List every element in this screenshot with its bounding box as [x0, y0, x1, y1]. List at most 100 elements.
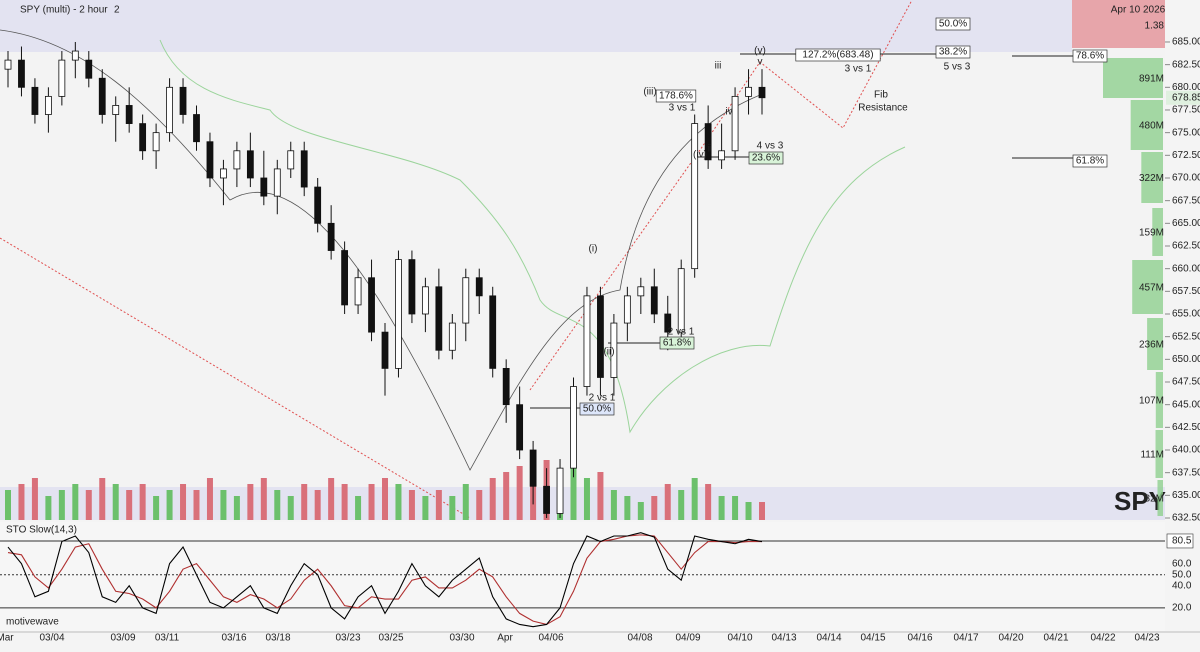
- x-tick-label: 04/13: [771, 633, 796, 644]
- x-tick-label: 03/23: [335, 633, 360, 644]
- y-tick-label: 672.50: [1172, 150, 1200, 161]
- candle-body: [502, 367, 510, 406]
- candle-body: [650, 286, 658, 315]
- x-tick-label: 03/04: [39, 633, 64, 644]
- volume-profile-label: 891M: [1139, 74, 1164, 85]
- y-tick-label: 670.00: [1172, 173, 1200, 184]
- volume-bar: [462, 484, 469, 520]
- candle-body: [381, 331, 389, 369]
- annotation-box: [935, 45, 971, 59]
- volume-bar: [314, 490, 321, 520]
- annotation: 50.0%: [939, 19, 967, 30]
- y-tick-label: 642.50: [1172, 422, 1200, 433]
- x-tick-label: 04/10: [727, 633, 752, 644]
- volume-profile-bar: [1147, 318, 1163, 370]
- x-tick-label: 03/11: [155, 633, 180, 644]
- candle-body: [354, 277, 362, 306]
- annotation: 38.2%: [939, 47, 967, 58]
- y-tick-label: 650.00: [1172, 354, 1200, 365]
- volume-bar: [759, 502, 765, 520]
- candle-body: [71, 50, 79, 61]
- x-tick-label: 04/23: [1134, 633, 1159, 644]
- candle-body: [610, 322, 618, 378]
- annotation: 3 vs 1: [845, 64, 872, 75]
- annotation: (ii): [603, 347, 614, 358]
- volume-profile-bar: [1152, 208, 1163, 256]
- annotation-box: [1072, 154, 1108, 168]
- x-tick-label: 04/21: [1043, 633, 1068, 644]
- candle-body: [327, 222, 335, 251]
- annotation: ii: [708, 144, 712, 155]
- x-tick-label: 04/16: [907, 633, 932, 644]
- candle-body: [395, 259, 402, 369]
- volume-bar: [328, 478, 335, 520]
- volume-bar: [18, 484, 25, 520]
- annotation-box: [795, 48, 881, 62]
- volume-bar: [597, 472, 604, 520]
- wave-line: [529, 0, 913, 391]
- volume-bar: [732, 496, 739, 520]
- price-pane: [0, 0, 1165, 520]
- volume-bar: [745, 502, 752, 520]
- candle-body: [287, 150, 295, 170]
- volume-bar: [5, 490, 11, 520]
- annotation: (v): [754, 46, 766, 57]
- volume-profile-label: 322M: [1139, 173, 1164, 184]
- candle-body: [570, 386, 577, 469]
- stoch-line: [7, 534, 762, 626]
- y-tick-label: 645.00: [1172, 399, 1200, 410]
- annotation: (i): [589, 244, 598, 255]
- volume-bar: [247, 484, 254, 520]
- candle-body: [489, 295, 497, 369]
- candle-body: [448, 322, 456, 351]
- y-tick-label: 80.5: [1172, 536, 1192, 547]
- corner-value: 1.38: [1145, 21, 1165, 32]
- volume-bar: [153, 496, 160, 520]
- candle-body: [44, 95, 52, 115]
- volume-bar: [166, 490, 173, 520]
- volume-bar: [58, 490, 65, 520]
- x-tick-label: 04/17: [953, 633, 978, 644]
- footer: motivewave: [6, 617, 59, 628]
- y-tick-label: 682.50: [1172, 59, 1200, 70]
- volume-profile-bar: [1130, 100, 1163, 150]
- candle-body: [745, 86, 752, 97]
- candle-body: [193, 114, 200, 143]
- volume-bar: [180, 484, 187, 520]
- candle-body: [233, 150, 241, 170]
- y-tick-label: 50.0: [1172, 569, 1192, 580]
- annotation: Fib: [874, 90, 888, 101]
- volume-bar: [408, 490, 415, 520]
- volume-bar: [637, 502, 644, 520]
- tick-box: [1166, 533, 1194, 549]
- volume-bar: [705, 484, 712, 520]
- candle-body: [758, 86, 766, 99]
- candle-body: [556, 467, 564, 514]
- annotation: 2 vs 1: [668, 327, 695, 338]
- y-tick-label: 667.50: [1172, 195, 1200, 206]
- toolbar-title: SPY (multi) - 2 hour: [20, 5, 108, 16]
- candle-body: [98, 77, 106, 115]
- volume-bar: [287, 496, 294, 520]
- candle-body: [677, 268, 685, 333]
- volume-bar: [368, 484, 375, 520]
- volume-bar: [610, 490, 617, 520]
- volume-bar: [476, 490, 483, 520]
- x-tick-label: 03/18: [265, 633, 290, 644]
- band: [0, 487, 1165, 520]
- candle-body: [475, 277, 483, 297]
- candle-body: [139, 123, 147, 152]
- y-tick-label: 685.00: [1172, 37, 1200, 48]
- candle-body: [341, 250, 349, 306]
- x-tick-label: 04/15: [860, 633, 885, 644]
- band: [0, 0, 1072, 52]
- volume-bar: [274, 490, 281, 520]
- candle-body: [260, 177, 268, 197]
- x-tick-label: 04/08: [627, 633, 652, 644]
- annotation: (iii): [643, 87, 656, 98]
- date-label: Apr 10 2026: [1111, 5, 1166, 16]
- candle-body: [704, 123, 712, 161]
- y-tick-label: 20.0: [1172, 603, 1192, 614]
- annotation: 4 vs 3: [757, 141, 784, 152]
